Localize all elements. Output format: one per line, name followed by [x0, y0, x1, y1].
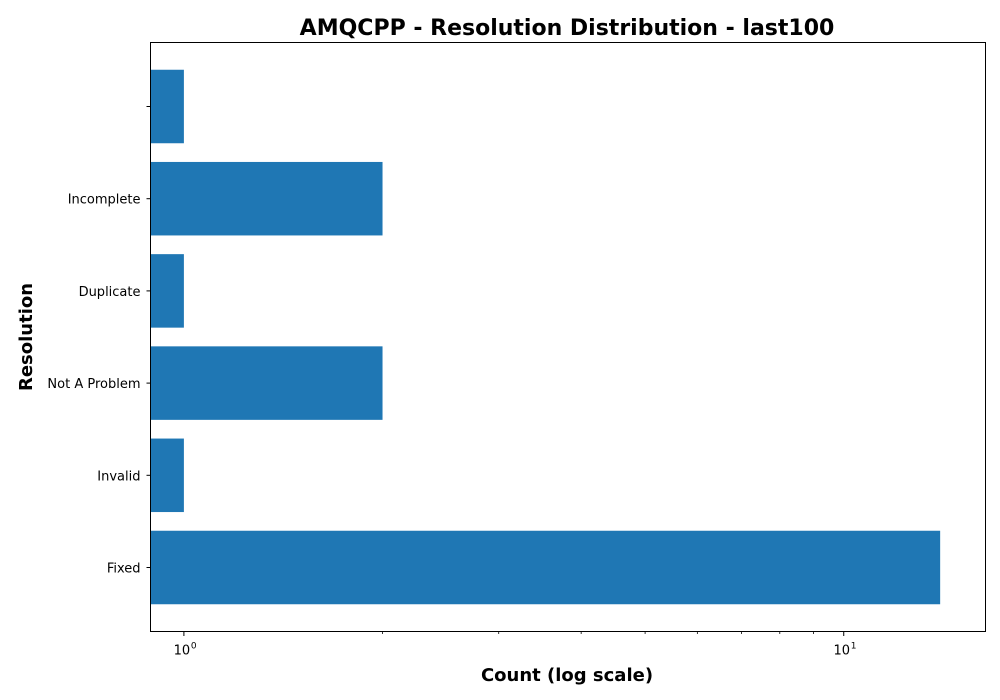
bar-incomplete	[150, 161, 383, 236]
x-axis-label: Count (log scale)	[481, 665, 653, 686]
y-tick-label: Incomplete	[68, 193, 141, 208]
x-tick-label-base: 10	[833, 644, 850, 659]
x-tick-label: 10 1	[833, 642, 856, 659]
x-tick-label-exponent: 1	[851, 642, 857, 652]
bar-invalid	[150, 438, 184, 513]
bar-fixed	[150, 530, 941, 605]
x-tick-label-exponent: 0	[191, 642, 197, 652]
y-tick-label: Duplicate	[79, 285, 141, 300]
bar-not-a-problem	[150, 346, 383, 420]
plot-frame	[150, 42, 986, 632]
bar-duplicate	[150, 254, 184, 328]
x-tick-label: 10 0	[174, 642, 197, 659]
y-tick-label: Invalid	[97, 469, 140, 484]
y-tick-label: Not A Problem	[47, 377, 140, 392]
bar-unlabeled	[150, 69, 184, 144]
x-tick-label-base: 10	[174, 644, 191, 659]
y-tick-label: Fixed	[107, 562, 141, 577]
y-axis-label: Resolution	[16, 283, 37, 391]
x-axis-ticks: 10 0 10 1	[174, 631, 856, 659]
bars-layer	[150, 69, 941, 605]
y-axis-ticks: Fixed Invalid Not A Problem Duplicate Incomp…	[47, 106, 151, 577]
chart-title: AMQCPP - Resolution Distribution - last1…	[300, 16, 835, 41]
